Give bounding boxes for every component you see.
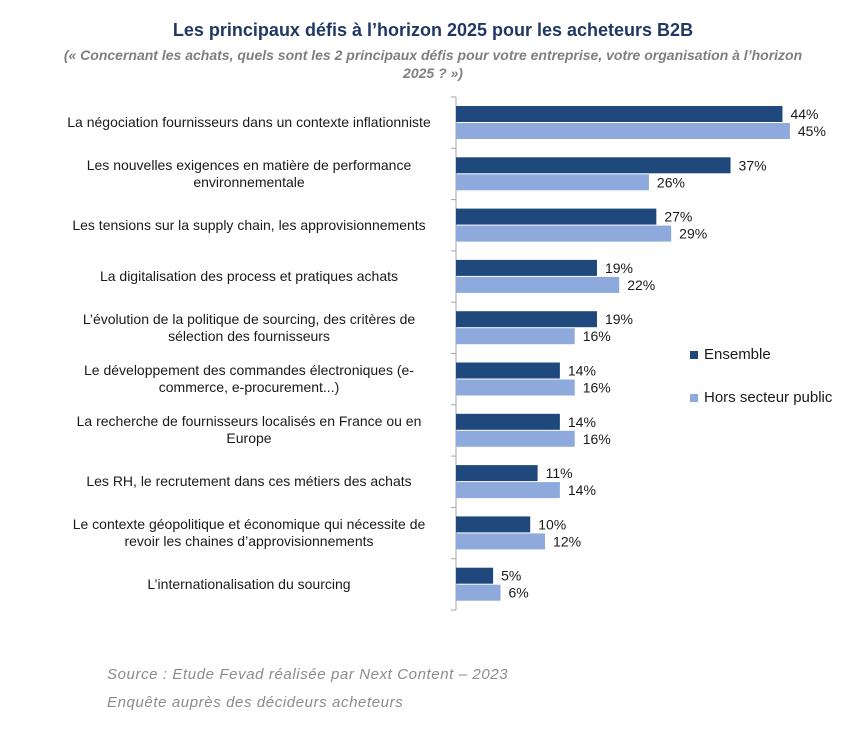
bar-hors-secteur-public [456,174,649,191]
legend-label-ensemble: Ensemble [704,346,771,363]
data-label: 16% [583,328,611,344]
category-label: Le contexte géopolitique et économique q… [72,515,426,549]
category-label: La négociation fournisseurs dans un cont… [67,114,431,130]
data-label: 5% [501,568,521,584]
data-label: 37% [739,157,767,173]
bar-hors-secteur-public [456,430,575,447]
bar-ensemble [456,362,560,379]
bar-ensemble [456,311,597,328]
category-label: La digitalisation des process et pratiqu… [99,267,399,284]
data-label: 16% [583,380,611,396]
bar-ensemble [456,413,560,430]
legend-item-ensemble: Ensemble [690,346,771,363]
bar-hors-secteur-public [456,379,575,396]
bar-ensemble [456,259,597,276]
data-label: 14% [568,414,596,430]
bar-ensemble [456,208,657,225]
category-label: Les nouvelles exigences en matière de pe… [86,156,412,190]
bar-ensemble [456,106,783,122]
bar-hors-secteur-public [456,328,575,345]
legend-item-hors-secteur-public: Hors secteur public [690,389,832,406]
data-label: 10% [538,516,566,532]
bar-hors-secteur-public [456,225,672,242]
data-label: 6% [509,585,529,601]
legend-swatch-ensemble [690,351,698,360]
legend-swatch-hors-secteur-public [690,394,698,403]
data-label: 14% [568,363,596,379]
data-label: 29% [679,226,707,242]
category-label: L’internationalisation du sourcing [147,575,351,592]
category-label: Les RH, le recrutement dans ces métiers … [86,473,412,490]
category-label: La recherche de fournisseurs localisés e… [76,413,422,447]
category-label: Le développement des commandes électroni… [84,362,414,395]
bar-ensemble [456,465,538,482]
data-label: 44% [790,106,818,122]
survey-line: Enquête auprès des décideurs acheteurs [107,694,404,711]
data-label: 11% [546,465,573,481]
source-line: Source : Etude Fevad réalisée par Next C… [107,666,509,683]
bar-hors-secteur-public [456,276,620,293]
data-label: 19% [605,311,633,327]
data-label: 16% [583,431,611,447]
data-label: 27% [664,209,692,225]
bar-ensemble [456,567,494,584]
legend-label-hors-secteur-public: Hors secteur public [704,389,833,406]
bar-ensemble [456,516,531,533]
chart-title: Les principaux défis à l’horizon 2025 po… [172,20,694,40]
bar-hors-secteur-public [456,584,501,601]
bar-hors-secteur-public [456,533,546,550]
bar-ensemble [456,157,731,174]
data-label: 45% [798,123,826,139]
data-label: 12% [553,533,581,549]
data-label: 22% [627,277,655,293]
data-label: 14% [568,482,596,498]
bar-hors-secteur-public [456,482,560,499]
chart-subtitle: (« Concernant les achats, quels sont les… [63,47,803,81]
data-label: 19% [605,260,633,276]
bar-hors-secteur-public [456,123,790,139]
category-label: L’évolution de la politique de sourcing,… [82,310,416,344]
category-label: Les tensions sur la supply chain, les ap… [72,216,426,233]
data-label: 26% [657,174,685,190]
